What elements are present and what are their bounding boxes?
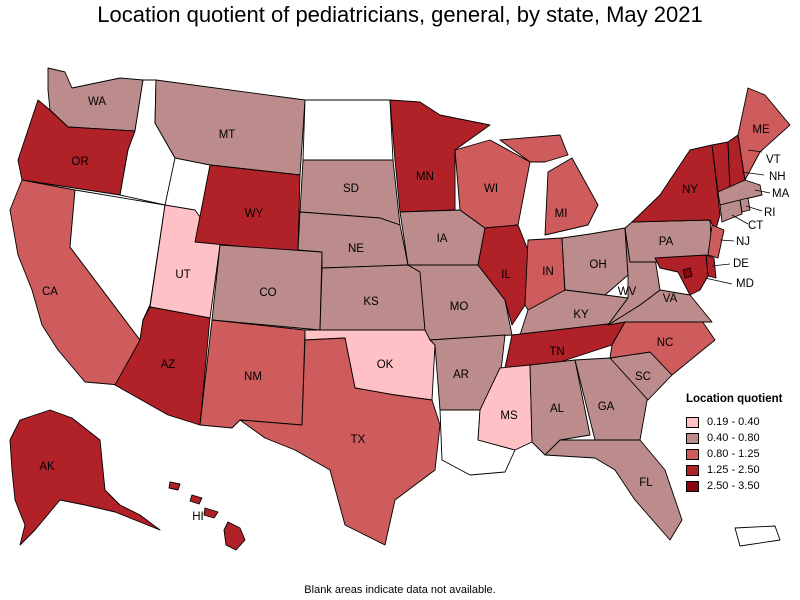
state-MT bbox=[154, 79, 306, 176]
state-label-AK: AK bbox=[39, 461, 55, 473]
state-label-NC: NC bbox=[657, 337, 674, 349]
leader-lines bbox=[704, 149, 771, 285]
state-label-PA: PA bbox=[659, 236, 674, 248]
state-MD bbox=[654, 254, 709, 296]
state-label-WI: WI bbox=[484, 183, 498, 195]
state-FL bbox=[544, 439, 683, 541]
state-label-IN: IN bbox=[542, 266, 554, 278]
legend-label: 1.25 - 2.50 bbox=[707, 464, 760, 476]
state-label-GA: GA bbox=[598, 401, 615, 413]
state-label-UT: UT bbox=[175, 269, 190, 281]
legend-items: 0.19 - 0.40 0.40 - 0.80 0.80 - 1.25 1.25… bbox=[686, 414, 798, 494]
state-label-SC: SC bbox=[635, 371, 651, 383]
legend-item: 0.19 - 0.40 bbox=[686, 414, 798, 430]
state-label-MD: MD bbox=[736, 278, 754, 290]
state-NY bbox=[631, 144, 721, 233]
state-MA bbox=[717, 179, 763, 206]
legend-swatch bbox=[686, 464, 699, 476]
state-label-AL: AL bbox=[550, 403, 565, 415]
legend-item: 2.50 - 3.50 bbox=[686, 478, 798, 494]
state-label-AR: AR bbox=[453, 369, 469, 381]
legend-title: Location quotient bbox=[686, 393, 783, 405]
state-label-OH: OH bbox=[589, 259, 606, 271]
state-label-VT: VT bbox=[766, 154, 781, 166]
state-label-NH: NH bbox=[769, 171, 786, 183]
state-label-RI: RI bbox=[764, 207, 776, 219]
state-label-NE: NE bbox=[348, 243, 364, 255]
legend-item: 0.80 - 1.25 bbox=[686, 446, 798, 462]
legend-label: 2.50 - 3.50 bbox=[707, 480, 760, 492]
state-label-HI: HI bbox=[192, 511, 204, 523]
state-label-WV: WV bbox=[618, 286, 637, 298]
state-label-CA: CA bbox=[42, 286, 58, 298]
state-label-KS: KS bbox=[363, 296, 379, 308]
state-HI bbox=[168, 481, 246, 551]
state-label-ME: ME bbox=[752, 124, 770, 136]
state-label-MN: MN bbox=[416, 171, 434, 183]
state-label-AZ: AZ bbox=[161, 359, 176, 371]
legend-swatch bbox=[686, 480, 699, 492]
state-TX bbox=[239, 337, 441, 546]
legend-label: 0.40 - 0.80 bbox=[707, 432, 760, 444]
state-label-CT: CT bbox=[748, 220, 763, 232]
state-label-MT: MT bbox=[219, 129, 236, 141]
state-label-VA: VA bbox=[663, 293, 678, 305]
footnote: Blank areas indicate data not available. bbox=[304, 584, 496, 596]
state-label-IL: IL bbox=[501, 269, 511, 281]
state-CT bbox=[719, 199, 743, 223]
state-label-TN: TN bbox=[549, 346, 564, 358]
state-MI bbox=[499, 134, 599, 236]
state-label-OK: OK bbox=[377, 359, 394, 371]
legend-label: 0.80 - 1.25 bbox=[707, 448, 760, 460]
state-TN bbox=[504, 321, 626, 369]
state-label-WY: WY bbox=[245, 208, 264, 220]
state-label-DE: DE bbox=[733, 258, 749, 270]
state-label-MA: MA bbox=[772, 188, 790, 200]
state-label-SD: SD bbox=[343, 183, 359, 195]
state-label-CO: CO bbox=[259, 287, 276, 299]
state-label-MO: MO bbox=[450, 301, 469, 313]
state-label-FL: FL bbox=[639, 477, 653, 489]
legend-item: 1.25 - 2.50 bbox=[686, 462, 798, 478]
state-NJ bbox=[707, 224, 725, 259]
legend-swatch bbox=[686, 448, 699, 460]
state-AZ bbox=[114, 306, 211, 426]
state-DC bbox=[682, 267, 693, 279]
state-label-TX: TX bbox=[351, 434, 366, 446]
state-label-WA: WA bbox=[88, 96, 106, 108]
state-AK bbox=[9, 409, 161, 546]
state-label-NM: NM bbox=[244, 371, 262, 383]
state-label-OR: OR bbox=[71, 156, 88, 168]
legend: Location quotient 0.19 - 0.40 0.40 - 0.8… bbox=[686, 393, 798, 494]
legend-swatch bbox=[686, 416, 699, 428]
legend-label: 0.19 - 0.40 bbox=[707, 416, 760, 428]
state-label-MI: MI bbox=[555, 208, 568, 220]
state-label-KY: KY bbox=[573, 309, 589, 321]
state-labels: WA OR CA UT AZ MT WY CO NM SD NE KS OK TX MN IA MO AR WI IL… bbox=[39, 96, 789, 523]
state-label-NY: NY bbox=[682, 184, 698, 196]
legend-swatch bbox=[686, 432, 699, 444]
map-title: Location quotient of pediatricians, gene… bbox=[97, 2, 703, 27]
state-label-IA: IA bbox=[437, 233, 448, 245]
legend-item: 0.40 - 0.80 bbox=[686, 430, 798, 446]
state-ND bbox=[302, 99, 394, 161]
state-label-MS: MS bbox=[500, 410, 518, 422]
state-label-NJ: NJ bbox=[736, 236, 750, 248]
state-IL bbox=[477, 224, 529, 326]
territory-PR bbox=[734, 525, 781, 547]
